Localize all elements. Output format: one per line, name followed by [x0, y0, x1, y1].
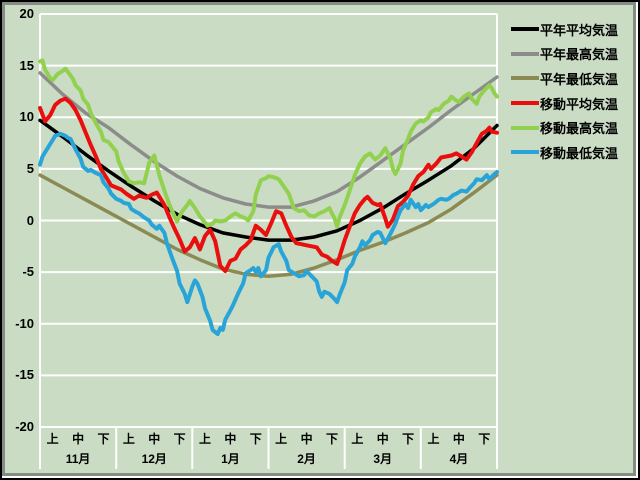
series-line-moving-mean	[38, 96, 499, 274]
legend-item-moving-mean: 移動平均気温	[511, 91, 633, 116]
legend-item-moving-min: 移動最低気温	[511, 140, 633, 165]
legend-line-swatch-moving-mean	[511, 101, 539, 106]
legend-line-swatch-normal-mean	[511, 27, 539, 32]
legend-item-normal-min: 平年最低気温	[511, 66, 633, 91]
legend-label: 移動最低気温	[540, 145, 619, 161]
legend-line-swatch-moving-min	[511, 150, 539, 155]
legend: 平年平均気温 平年最高気温 平年最低気温 移動平均気温 移動最高気温 移動最低気…	[511, 17, 633, 165]
series-line-moving-max	[38, 58, 499, 229]
series-line-normal-mean	[38, 118, 499, 242]
legend-label: 平年平均気温	[540, 22, 619, 38]
legend-label: 平年最低気温	[540, 71, 619, 87]
legend-item-normal-mean: 平年平均気温	[511, 17, 633, 42]
legend-label: 移動最高気温	[540, 121, 619, 137]
legend-line-swatch-moving-max	[511, 125, 539, 130]
legend-item-moving-max: 移動最高気温	[511, 115, 633, 140]
series-line-normal-min	[38, 173, 499, 279]
legend-item-normal-max: 平年最高気温	[511, 42, 633, 67]
legend-label: 平年最高気温	[540, 47, 619, 63]
series-line-moving-min	[38, 131, 499, 337]
series-line-normal-max	[38, 71, 499, 209]
legend-line-swatch-normal-max	[511, 51, 539, 56]
legend-label: 移動平均気温	[540, 96, 619, 112]
legend-line-swatch-normal-min	[511, 76, 539, 81]
